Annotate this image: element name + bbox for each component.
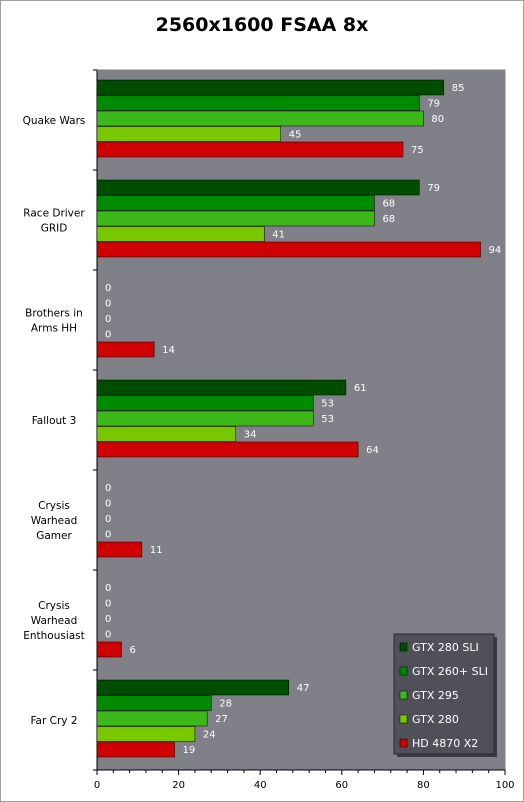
- bar: [96, 126, 281, 142]
- category-label: GRID: [41, 223, 68, 235]
- category-label: Crysis: [38, 600, 70, 612]
- data-label: 41: [272, 230, 285, 241]
- data-label: 34: [244, 430, 257, 441]
- data-label: 11: [150, 545, 163, 556]
- legend: [393, 633, 495, 755]
- bar: [96, 695, 212, 711]
- legend-swatch: [399, 738, 408, 748]
- bar: [96, 210, 375, 227]
- data-label: 6: [129, 645, 135, 656]
- bar: [96, 341, 155, 358]
- data-label: 0: [105, 599, 111, 610]
- data-label: 0: [105, 483, 111, 494]
- x-tick-label: 80: [417, 780, 430, 791]
- bar: [96, 441, 359, 458]
- legend-entry: GTX 260+ SLI: [412, 665, 488, 678]
- legend-entry: GTX 280 SLI: [412, 641, 479, 654]
- category-label: Warhead: [31, 515, 78, 527]
- data-label: 27: [215, 714, 228, 725]
- bar: [96, 79, 445, 96]
- data-label: 53: [321, 414, 334, 425]
- x-tick-label: 100: [495, 780, 514, 791]
- bar: [96, 410, 314, 427]
- data-label: 85: [452, 83, 465, 94]
- data-label: 53: [321, 399, 334, 410]
- data-label: 0: [105, 499, 111, 510]
- bar: [96, 679, 290, 696]
- data-label: 0: [105, 330, 111, 341]
- data-label: 0: [105, 283, 111, 294]
- bar: [96, 226, 265, 242]
- legend-swatch: [399, 690, 408, 700]
- data-label: 0: [105, 614, 111, 625]
- data-label: 28: [219, 699, 232, 710]
- x-tick-label: 60: [335, 780, 348, 791]
- data-label: 19: [183, 745, 196, 756]
- bar: [96, 141, 404, 158]
- x-tick-label: 20: [172, 780, 185, 791]
- category-label: Warhead: [31, 615, 78, 627]
- bar: [96, 726, 196, 742]
- bar: [96, 426, 236, 442]
- legend-entry: GTX 295: [412, 689, 459, 702]
- bar: [96, 541, 143, 558]
- category-label: Quake Wars: [23, 115, 86, 127]
- legend-swatch: [399, 642, 408, 652]
- data-label: 61: [354, 383, 367, 394]
- category-label: Fallout 3: [32, 415, 77, 427]
- category-label: Brothers in: [25, 308, 83, 320]
- bar: [96, 710, 208, 727]
- x-tick-label: 40: [254, 780, 267, 791]
- bar: [96, 179, 420, 196]
- bar: [96, 95, 420, 111]
- legend-swatch: [399, 666, 408, 676]
- legend-entry: HD 4870 X2: [412, 737, 478, 750]
- data-label: 0: [105, 583, 111, 594]
- data-label: 79: [427, 99, 440, 110]
- data-label: 80: [431, 114, 444, 125]
- chart-title: 2560x1600 FSAA 8x: [155, 14, 369, 36]
- data-label: 0: [105, 630, 111, 641]
- bar: [96, 641, 122, 658]
- data-label: 45: [289, 130, 302, 141]
- legend-swatch: [399, 714, 408, 724]
- data-label: 0: [105, 514, 111, 525]
- x-tick-label: 0: [94, 780, 100, 791]
- data-label: 0: [105, 314, 111, 325]
- bar: [96, 241, 481, 258]
- data-label: 68: [382, 214, 395, 225]
- category-label: Gamer: [36, 530, 72, 542]
- bar: [96, 379, 347, 396]
- legend-entry: GTX 280: [412, 713, 459, 726]
- data-label: 47: [297, 683, 310, 694]
- data-label: 94: [489, 245, 502, 256]
- category-label: Enthousiast: [23, 630, 85, 642]
- category-label: Far Cry 2: [30, 715, 77, 727]
- data-label: 68: [382, 199, 395, 210]
- data-label: 24: [203, 730, 216, 741]
- data-label: 64: [366, 445, 379, 456]
- bar: [96, 741, 175, 758]
- data-label: 0: [105, 299, 111, 310]
- data-label: 0: [105, 530, 111, 541]
- data-label: 79: [427, 183, 440, 194]
- data-label: 75: [411, 145, 424, 156]
- bar: [96, 195, 375, 211]
- bar: [96, 110, 424, 127]
- category-label: Crysis: [38, 500, 70, 512]
- category-label: Arms HH: [31, 323, 77, 335]
- category-label: Race Driver: [23, 208, 85, 220]
- data-label: 14: [162, 345, 175, 356]
- bar: [96, 395, 314, 411]
